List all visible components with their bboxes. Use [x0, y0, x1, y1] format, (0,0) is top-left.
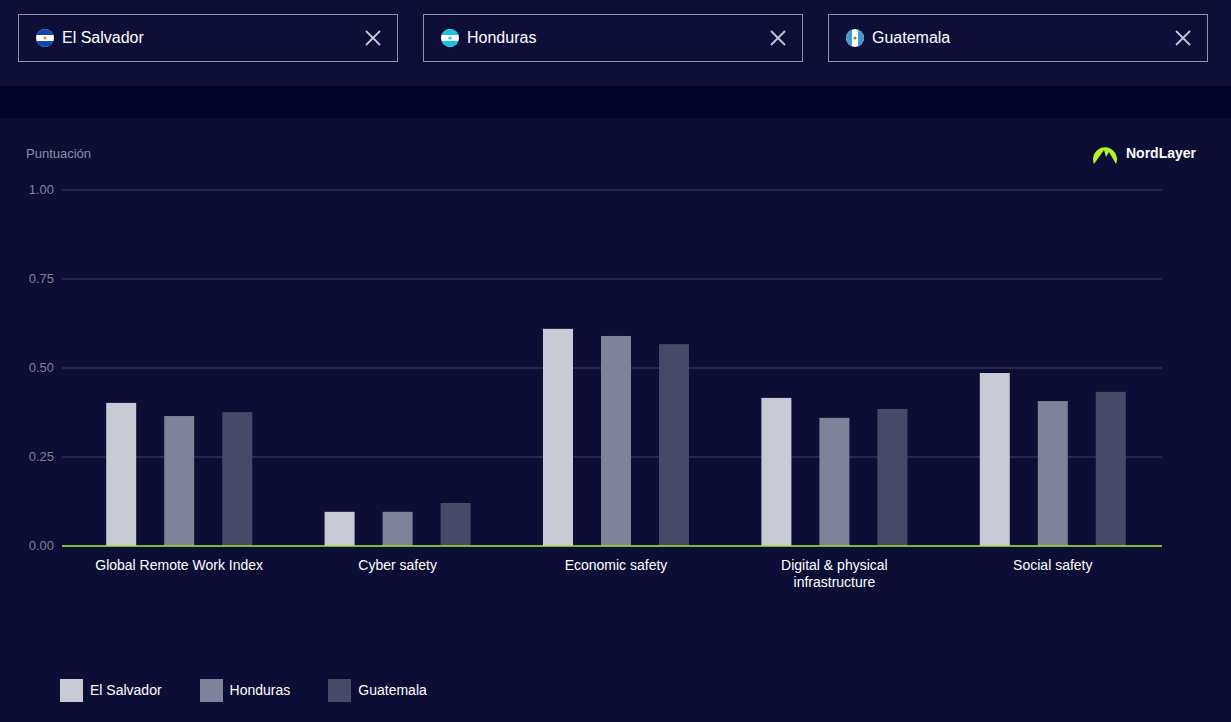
close-stroke [1176, 31, 1190, 45]
flag-icon [440, 28, 460, 48]
legend-item: Honduras [200, 679, 291, 702]
x-tick-label: Economic safety [521, 557, 711, 574]
flag-stripe [35, 28, 55, 35]
bar [106, 403, 136, 546]
bar [441, 503, 471, 546]
bar [980, 373, 1010, 546]
legend-swatch [328, 679, 351, 702]
y-tick-label: 0.25 [29, 449, 54, 464]
bar [1038, 401, 1068, 546]
close-stroke [771, 31, 785, 45]
y-tick-label: 0.50 [29, 360, 54, 375]
country-selector[interactable]: El Salvador [18, 14, 398, 62]
selector-label: Guatemala [872, 15, 950, 61]
legend-label: Honduras [230, 682, 291, 698]
bar [659, 344, 689, 546]
page: {"header": {"selectors": ["El Salvador",… [0, 0, 1231, 722]
flag-field [35, 28, 55, 48]
legend-swatch [60, 679, 83, 702]
y-tick-label: 0.75 [29, 271, 54, 286]
close-icon[interactable] [1175, 30, 1191, 46]
flag-stripe [440, 28, 460, 35]
flag [440, 28, 460, 48]
brand-mark [1093, 147, 1117, 164]
bar [222, 412, 252, 546]
y-tick-label: 0.00 [29, 538, 54, 553]
separator-band [0, 86, 1231, 118]
flag [845, 28, 865, 48]
flag-stripe [440, 41, 460, 48]
flag-field [845, 28, 865, 48]
flag-stripe [858, 28, 865, 48]
grid-line [62, 190, 1162, 191]
x-tick-label: Cyber safety [303, 557, 493, 574]
close-stroke [771, 31, 785, 45]
x-tick-label: Digital & physical infrastructure [739, 557, 929, 591]
bars [106, 329, 1126, 546]
bar [877, 409, 907, 546]
brand-name: NordLayer [1126, 145, 1196, 161]
y-tick-label: 1.00 [29, 182, 54, 197]
bar [1096, 392, 1126, 546]
close-icon[interactable] [365, 30, 381, 46]
flag-emblem [448, 36, 451, 39]
flag-stripe [845, 28, 852, 48]
grid-line [62, 279, 1162, 280]
brand-icon [1091, 141, 1119, 167]
bar [601, 336, 631, 546]
country-selector[interactable]: Guatemala [828, 14, 1208, 62]
flag-stripe [35, 41, 55, 48]
bar [383, 512, 413, 546]
country-selector[interactable]: Honduras [423, 14, 803, 62]
close-icon[interactable] [770, 30, 786, 46]
flag [35, 28, 55, 48]
selector-label: Honduras [467, 15, 536, 61]
y-axis-label: Puntuación [26, 146, 91, 161]
chart-svg: Puntuación 0.00 0.25 0.50 0.75 1.00 [0, 0, 1231, 722]
bar [164, 416, 194, 546]
close-stroke [1176, 31, 1190, 45]
x-tick-label: Global Remote Work Index [84, 557, 274, 574]
legend-swatch [200, 679, 223, 702]
bar [761, 398, 791, 546]
legend-label: Guatemala [358, 682, 426, 698]
bar [325, 512, 355, 546]
flag-emblem [43, 36, 46, 39]
selector-label: El Salvador [62, 15, 144, 61]
bar [819, 418, 849, 546]
legend-item: Guatemala [328, 679, 426, 702]
header-band [0, 0, 1231, 86]
x-axis-line [62, 545, 1162, 547]
legend: El Salvador Honduras Guatemala [60, 678, 465, 702]
flag-field [440, 28, 460, 48]
flag-icon [845, 28, 865, 48]
bar [543, 329, 573, 546]
flag-emblem [853, 36, 856, 39]
close-stroke [366, 31, 380, 45]
grid-line [62, 546, 1162, 547]
close-stroke [366, 31, 380, 45]
legend-label: El Salvador [90, 682, 162, 698]
x-tick-label: Social safety [958, 557, 1148, 574]
flag-icon [35, 28, 55, 48]
legend-item: El Salvador [60, 679, 162, 702]
